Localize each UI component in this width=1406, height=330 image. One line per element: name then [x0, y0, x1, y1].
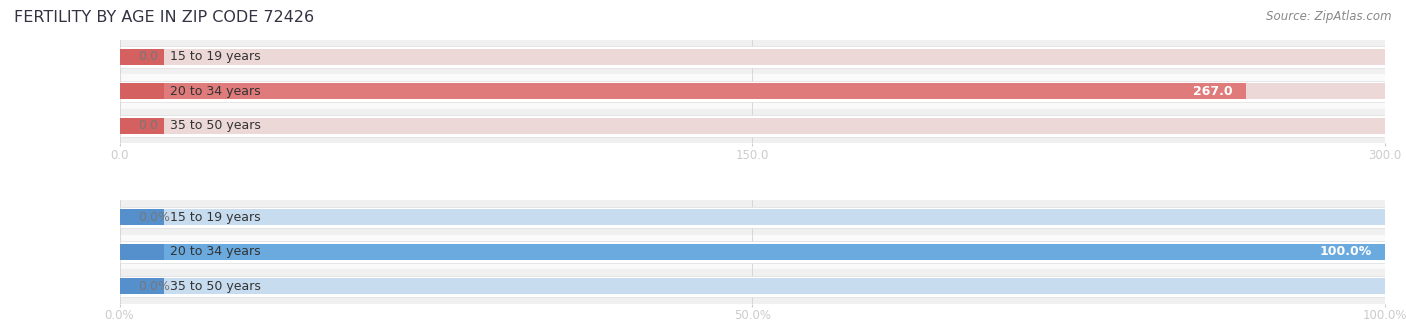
- Bar: [120, 235, 1385, 269]
- Bar: [120, 83, 165, 99]
- Bar: [120, 83, 1385, 99]
- Bar: [120, 269, 1385, 304]
- Text: 15 to 19 years: 15 to 19 years: [170, 50, 260, 63]
- Text: 15 to 19 years: 15 to 19 years: [170, 211, 260, 224]
- Text: 0.0: 0.0: [139, 119, 159, 132]
- Bar: [120, 276, 1385, 297]
- Text: 0.0%: 0.0%: [139, 211, 170, 224]
- Bar: [120, 118, 1385, 134]
- Text: 20 to 34 years: 20 to 34 years: [170, 245, 260, 258]
- Bar: [120, 49, 165, 65]
- Bar: [120, 74, 1385, 109]
- Bar: [120, 46, 1385, 68]
- Bar: [120, 278, 1385, 294]
- Text: 35 to 50 years: 35 to 50 years: [170, 280, 262, 293]
- Bar: [120, 207, 1385, 228]
- Bar: [120, 49, 1385, 65]
- Text: 0.0: 0.0: [139, 50, 159, 63]
- Text: 0.0%: 0.0%: [139, 280, 170, 293]
- Text: Source: ZipAtlas.com: Source: ZipAtlas.com: [1267, 10, 1392, 23]
- Text: 35 to 50 years: 35 to 50 years: [170, 119, 262, 132]
- Bar: [120, 241, 1385, 263]
- Bar: [120, 278, 163, 294]
- Bar: [120, 83, 1246, 99]
- Bar: [120, 40, 1385, 74]
- Bar: [120, 115, 1385, 137]
- Bar: [120, 118, 165, 134]
- Text: 20 to 34 years: 20 to 34 years: [170, 85, 260, 98]
- Text: FERTILITY BY AGE IN ZIP CODE 72426: FERTILITY BY AGE IN ZIP CODE 72426: [14, 10, 314, 25]
- Bar: [120, 81, 1385, 102]
- Text: 100.0%: 100.0%: [1320, 245, 1372, 258]
- Bar: [120, 209, 163, 225]
- Text: 267.0: 267.0: [1194, 85, 1233, 98]
- Bar: [120, 244, 1385, 260]
- Bar: [120, 244, 163, 260]
- Bar: [120, 109, 1385, 143]
- Bar: [120, 244, 1385, 260]
- Bar: [120, 209, 1385, 225]
- Bar: [120, 200, 1385, 235]
